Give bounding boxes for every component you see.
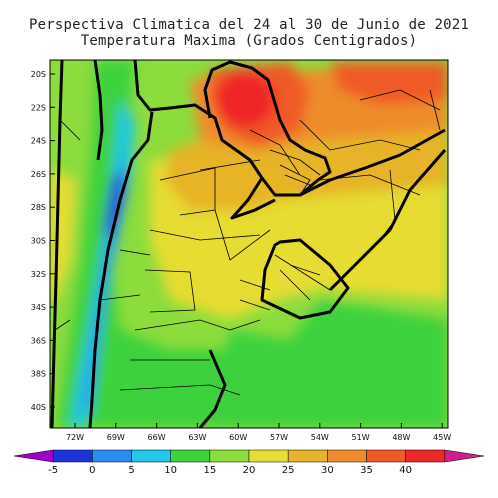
lon-label: 63W [188, 433, 206, 442]
colorbar-label: 10 [164, 465, 177, 476]
lon-label: 57W [270, 433, 288, 442]
lat-label: 24S [31, 137, 46, 146]
colorbar-label: 30 [321, 465, 334, 476]
colorbar-cell [13, 449, 54, 463]
lat-label: 22S [31, 103, 46, 112]
colorbar-label: 40 [399, 465, 412, 476]
lon-label: 51W [352, 433, 370, 442]
colorbar-cell [248, 449, 289, 463]
map-borders [50, 60, 447, 428]
colorbar: -5 0 5 10 15 20 25 30 35 40 [13, 449, 485, 476]
lat-label: 34S [31, 303, 46, 312]
lat-label: 30S [31, 237, 46, 246]
lon-label: 72W [66, 433, 84, 442]
map-frame [49, 59, 449, 429]
colorbar-cell [366, 449, 406, 463]
lat-label: 38S [31, 370, 46, 379]
colorbar-cell [444, 449, 485, 463]
lat-label: 28S [31, 203, 46, 212]
lon-label: 66W [148, 433, 166, 442]
colorbar-cell [170, 449, 211, 463]
lat-label: 26S [31, 170, 46, 179]
map-subtitle: Temperatura Maxima (Grados Centigrados) [80, 33, 418, 49]
lon-label: 69W [107, 433, 125, 442]
map-title: Perspectiva Climatica del 24 al 30 de Ju… [28, 17, 470, 33]
colorbar-cell [287, 449, 328, 463]
colorbar-cell [52, 449, 93, 463]
colorbar-label: 5 [128, 465, 134, 476]
colorbar-cell [92, 449, 132, 463]
lon-label: 60W [229, 433, 247, 442]
lon-label: 45W [433, 433, 451, 442]
colorbar-label: 25 [282, 465, 295, 476]
lon-label: 54W [311, 433, 329, 442]
longitude-axis: 72W 69W 66W 63W 60W 57W 54W 51W 48W 45W [66, 423, 451, 442]
lat-label: 40S [31, 403, 46, 412]
colorbar-cell [131, 449, 171, 463]
colorbar-label: 20 [243, 465, 256, 476]
colorbar-cell [327, 449, 367, 463]
temperature-field [50, 60, 448, 428]
lat-label: 36S [31, 336, 46, 345]
colorbar-cell [405, 449, 446, 463]
colorbar-label: -5 [48, 465, 58, 476]
latitude-axis: 20S 22S 24S 26S 28S 30S 32S 34S 36S 38S 40S [31, 70, 55, 412]
colorbar-cell [209, 449, 250, 463]
lon-label: 48W [392, 433, 410, 442]
colorbar-label: 15 [203, 465, 216, 476]
lat-label: 32S [31, 270, 46, 279]
colorbar-label: 35 [360, 465, 373, 476]
colorbar-label: 0 [89, 465, 95, 476]
lat-label: 20S [31, 70, 46, 79]
